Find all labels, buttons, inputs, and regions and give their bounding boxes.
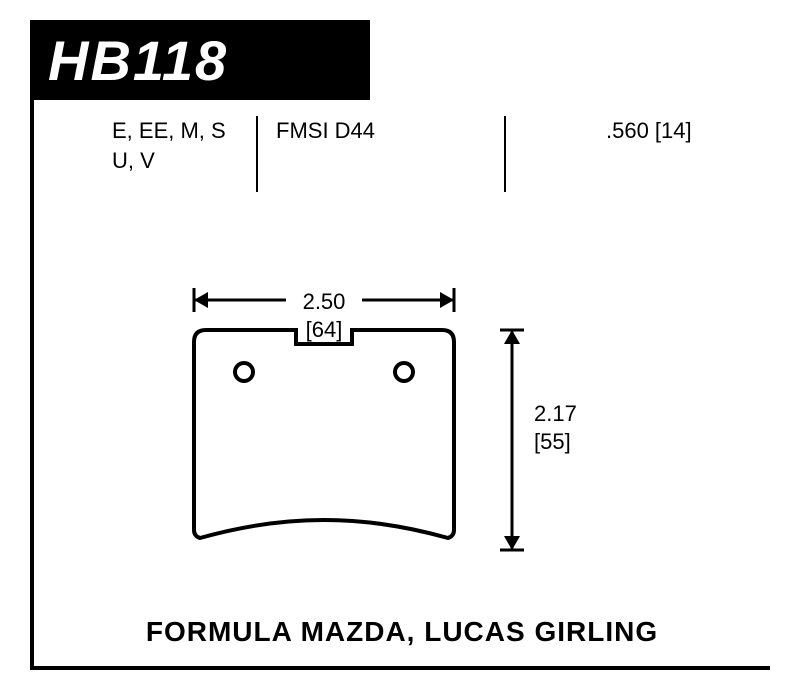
spec-divider-1: [256, 116, 258, 192]
spec-compounds-line1: E, EE, M, S: [112, 116, 226, 146]
brake-pad-outline: [194, 330, 454, 550]
spec-divider-2: [504, 116, 506, 192]
height-dimension: [492, 330, 532, 550]
spec-row: E, EE, M, S U, V FMSI D44 .560 [14]: [34, 116, 770, 192]
spec-thickness: .560 [14]: [606, 116, 692, 146]
spec-compounds-line2: U, V: [112, 146, 226, 176]
spec-compounds: E, EE, M, S U, V: [112, 116, 226, 175]
spec-frame: HB118 E, EE, M, S U, V FMSI D44 .560 [14…: [30, 20, 770, 670]
part-number: HB118: [48, 28, 228, 93]
spec-fmsi: FMSI D44: [276, 116, 375, 146]
footer-app-list: FORMULA MAZDA, LUCAS GIRLING: [34, 616, 770, 648]
header-bar: HB118: [30, 20, 370, 100]
height-label: 2.17 [55]: [534, 400, 604, 455]
brake-pad-diagram: 2.50 [64] 2.17 [55]: [174, 250, 674, 590]
